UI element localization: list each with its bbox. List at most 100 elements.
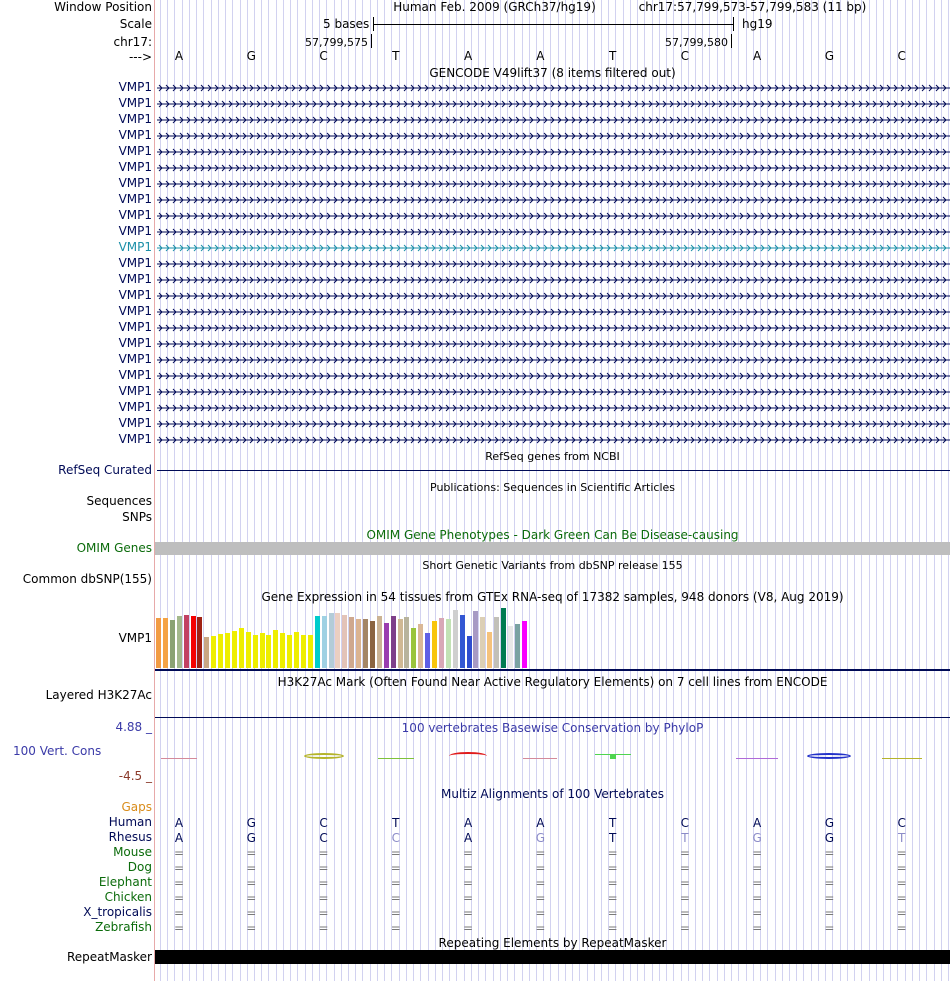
- gencode-transcript[interactable]: [155, 176, 950, 191]
- gtex-tissue-bar[interactable]: [162, 618, 168, 668]
- gencode-transcript[interactable]: [155, 320, 950, 335]
- species-label[interactable]: Chicken: [104, 890, 152, 904]
- gencode-item-label[interactable]: VMP1: [118, 288, 152, 302]
- gtex-tissue-bar[interactable]: [300, 635, 306, 668]
- gtex-tissue-bar[interactable]: [466, 636, 472, 668]
- gencode-transcript[interactable]: [155, 224, 950, 239]
- gencode-transcript[interactable]: [155, 352, 950, 367]
- gencode-item-label[interactable]: VMP1: [118, 256, 152, 270]
- gencode-item-label[interactable]: VMP1: [118, 192, 152, 206]
- species-label[interactable]: Human: [108, 815, 152, 829]
- gtex-tissue-bar[interactable]: [252, 635, 258, 668]
- gtex-tissue-bar[interactable]: [438, 618, 444, 668]
- gencode-transcript[interactable]: [155, 112, 950, 127]
- gtex-tissue-bar[interactable]: [459, 615, 465, 668]
- gtex-tissue-bar[interactable]: [397, 619, 403, 668]
- gtex-tissue-bar[interactable]: [238, 628, 244, 668]
- gencode-transcript[interactable]: [155, 304, 950, 319]
- gaps-label[interactable]: Gaps: [121, 800, 152, 814]
- gtex-tissue-bar[interactable]: [328, 613, 334, 668]
- strand-arrow[interactable]: --->: [128, 50, 152, 64]
- gencode-item-label[interactable]: VMP1: [118, 400, 152, 414]
- h3k27ac-label[interactable]: Layered H3K27Ac: [45, 688, 152, 702]
- species-label[interactable]: Zebrafish: [95, 920, 152, 934]
- gtex-tissue-bar[interactable]: [342, 615, 348, 668]
- gtex-tissue-bar[interactable]: [197, 617, 203, 668]
- species-label[interactable]: Dog: [127, 860, 152, 874]
- gencode-transcript[interactable]: [155, 272, 950, 287]
- gencode-item-label[interactable]: VMP1: [118, 416, 152, 430]
- gencode-transcript[interactable]: [155, 416, 950, 431]
- gencode-transcript[interactable]: [155, 256, 950, 271]
- gtex-tissue-bar[interactable]: [411, 628, 417, 668]
- gtex-tissue-bar[interactable]: [266, 635, 272, 668]
- gencode-transcript[interactable]: [155, 384, 950, 399]
- gtex-tissue-bar[interactable]: [425, 633, 431, 668]
- gtex-tissue-bar[interactable]: [225, 633, 230, 668]
- gencode-item-label[interactable]: VMP1: [118, 272, 152, 286]
- phylop-mark[interactable]: [303, 753, 344, 759]
- gencode-item-label[interactable]: VMP1: [118, 432, 152, 446]
- window-position-label[interactable]: Window Position: [54, 0, 152, 14]
- gtex-tissue-bar[interactable]: [231, 631, 237, 668]
- gencode-transcript[interactable]: [155, 144, 950, 159]
- gencode-transcript[interactable]: [155, 128, 950, 143]
- gencode-transcript[interactable]: [155, 240, 950, 255]
- gencode-transcript[interactable]: [155, 368, 950, 383]
- gtex-tissue-bar[interactable]: [376, 616, 382, 668]
- gencode-item-label[interactable]: VMP1: [118, 144, 152, 158]
- track-panel[interactable]: Human Feb. 2009 (GRCh37/hg19) chr17:57,79…: [155, 0, 950, 981]
- species-label[interactable]: Rhesus: [108, 830, 152, 844]
- gencode-item-label[interactable]: VMP1: [118, 112, 152, 126]
- gtex-tissue-bar[interactable]: [335, 613, 341, 668]
- gencode-transcript[interactable]: [155, 160, 950, 175]
- gtex-tissue-bar[interactable]: [176, 616, 182, 668]
- phylop-mark[interactable]: [736, 758, 779, 759]
- gtex-tissue-bar[interactable]: [259, 633, 265, 668]
- gtex-chart[interactable]: [155, 604, 950, 668]
- gtex-tissue-bar[interactable]: [156, 618, 161, 668]
- gtex-tissue-bar[interactable]: [349, 617, 355, 668]
- gtex-tissue-bar[interactable]: [445, 619, 451, 668]
- omim-bar[interactable]: [155, 542, 950, 555]
- gencode-item-label[interactable]: VMP1: [118, 368, 152, 382]
- gtex-tissue-bar[interactable]: [521, 621, 527, 668]
- species-label[interactable]: Elephant: [98, 875, 152, 889]
- phylop-mark[interactable]: [523, 758, 558, 759]
- gtex-tissue-bar[interactable]: [501, 608, 506, 668]
- refseq-label[interactable]: RefSeq Curated: [58, 463, 152, 477]
- chrom-label[interactable]: chr17:: [113, 35, 152, 49]
- phylop-mark[interactable]: [377, 758, 414, 759]
- gtex-tissue-bar[interactable]: [494, 617, 500, 668]
- gtex-tissue-bar[interactable]: [507, 626, 513, 668]
- repeatmasker-label[interactable]: RepeatMasker: [66, 950, 152, 964]
- conservation-label[interactable]: 100 Vert. Cons: [13, 744, 102, 758]
- phylop-mark[interactable]: [881, 758, 922, 759]
- species-label[interactable]: X_tropicalis: [83, 905, 152, 919]
- phylop-mark[interactable]: [807, 753, 852, 759]
- gencode-item-label[interactable]: VMP1: [118, 336, 152, 350]
- gtex-tissue-bar[interactable]: [307, 635, 313, 668]
- dbsnp-label[interactable]: Common dbSNP(155): [22, 572, 152, 586]
- gencode-item-label[interactable]: VMP1: [118, 208, 152, 222]
- gtex-tissue-bar[interactable]: [273, 630, 279, 668]
- gtex-tissue-bar[interactable]: [404, 617, 410, 668]
- repeatmasker-bar[interactable]: [155, 950, 950, 964]
- gencode-item-label[interactable]: VMP1: [118, 128, 152, 142]
- omim-label[interactable]: OMIM Genes: [76, 541, 152, 555]
- phylop-mark[interactable]: [161, 758, 197, 759]
- gtex-tissue-bar[interactable]: [294, 632, 299, 668]
- gtex-tissue-bar[interactable]: [369, 621, 375, 668]
- gencode-item-label[interactable]: VMP1: [118, 224, 152, 238]
- gtex-tissue-bar[interactable]: [452, 610, 458, 668]
- gtex-tissue-bar[interactable]: [432, 621, 437, 668]
- gtex-tissue-bar[interactable]: [356, 619, 362, 668]
- gtex-label[interactable]: VMP1: [118, 631, 152, 645]
- gtex-tissue-bar[interactable]: [383, 623, 389, 668]
- gtex-tissue-bar[interactable]: [321, 616, 327, 668]
- gencode-item-label[interactable]: VMP1: [118, 352, 152, 366]
- gencode-transcript[interactable]: [155, 208, 950, 223]
- gencode-item-label[interactable]: VMP1: [118, 320, 152, 334]
- gtex-tissue-bar[interactable]: [204, 637, 210, 668]
